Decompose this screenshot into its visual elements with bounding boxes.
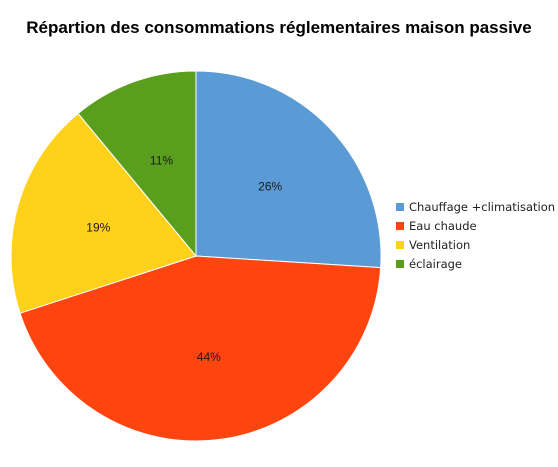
pie-data-labels: 26% 44% 19% 11%: [86, 153, 282, 364]
legend-item-ventilation: Ventilation: [396, 235, 555, 254]
chart-title: Répartion des consommations réglementair…: [26, 18, 532, 37]
chart-legend: Chauffage +climatisation Eau chaude Ventil…: [396, 197, 555, 273]
legend-swatch: [396, 221, 404, 230]
pie-slice-chauffage-climatisation: [195, 70, 382, 269]
legend-label: Ventilation: [409, 237, 471, 252]
legend-label: Eau chaude: [409, 218, 477, 233]
data-label-eclairage: 11%: [150, 153, 173, 167]
legend-swatch: [396, 240, 404, 249]
data-label-ventilation: 19%: [86, 221, 110, 235]
legend-swatch: [396, 202, 404, 211]
pie-slice-ventilation: [10, 112, 197, 314]
pie-slice-eau-chaude: [19, 255, 382, 442]
legend-item-eau-chaude: Eau chaude: [396, 216, 555, 235]
data-label-eau-chaude: 44%: [197, 350, 221, 364]
pie-slice-eclairage: [77, 70, 197, 258]
legend-label: Chauffage +climatisation: [409, 199, 556, 214]
pie-slices: [10, 70, 382, 442]
legend-item-eclairage: éclairage: [396, 254, 555, 273]
legend-swatch: [396, 259, 404, 268]
legend-label: éclairage: [409, 256, 462, 271]
data-label-chauffage-climatisation: 26%: [258, 179, 282, 193]
legend-item-chauffage-climatisation: Chauffage +climatisation: [396, 197, 555, 216]
